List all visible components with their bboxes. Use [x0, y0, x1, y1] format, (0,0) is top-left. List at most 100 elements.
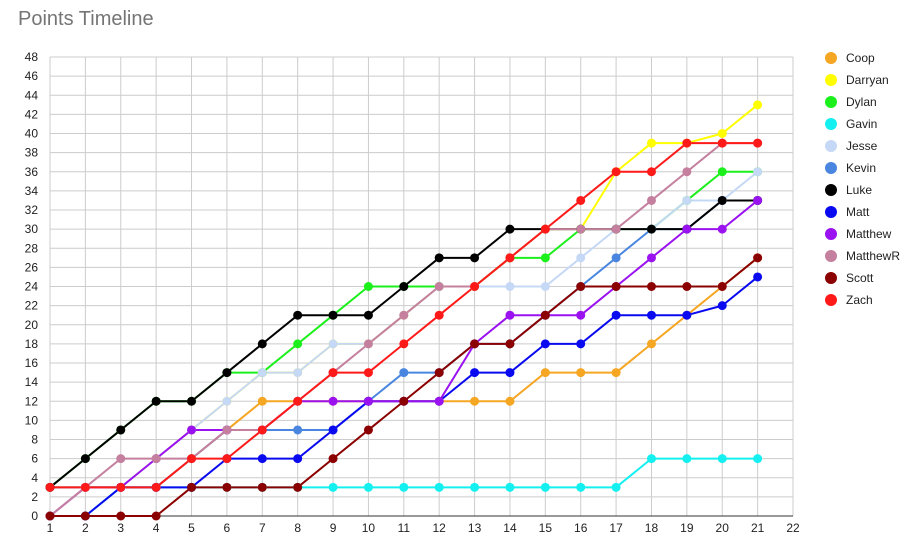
data-point-luke[interactable]: [505, 224, 515, 234]
data-point-zach[interactable]: [505, 253, 515, 263]
data-point-scott[interactable]: [753, 253, 763, 263]
data-point-zach[interactable]: [328, 368, 338, 378]
data-point-matthewr[interactable]: [151, 454, 161, 464]
data-point-scott[interactable]: [505, 339, 515, 349]
legend-label-gavin[interactable]: Gavin: [846, 117, 877, 131]
legend-label-matthew[interactable]: Matthew: [846, 227, 892, 241]
data-point-scott[interactable]: [293, 482, 303, 492]
legend-label-coop[interactable]: Coop: [846, 51, 875, 65]
data-point-gavin[interactable]: [682, 454, 692, 464]
data-point-matthewr[interactable]: [222, 425, 232, 435]
data-point-matthewr[interactable]: [363, 339, 373, 349]
data-point-jesse[interactable]: [540, 282, 550, 291]
data-point-luke[interactable]: [646, 224, 656, 234]
data-point-matt[interactable]: [717, 301, 727, 311]
data-point-dylan[interactable]: [293, 339, 303, 349]
data-point-coop[interactable]: [646, 339, 656, 349]
data-point-matt[interactable]: [505, 368, 515, 378]
data-point-zach[interactable]: [363, 368, 373, 378]
data-point-zach[interactable]: [80, 482, 90, 492]
legend-label-matt[interactable]: Matt: [846, 205, 870, 219]
data-point-scott[interactable]: [470, 339, 480, 349]
data-point-luke[interactable]: [116, 425, 126, 435]
data-point-zach[interactable]: [576, 195, 586, 205]
data-point-coop[interactable]: [576, 368, 586, 378]
data-point-jesse[interactable]: [505, 282, 515, 291]
data-point-zach[interactable]: [470, 282, 480, 291]
data-point-luke[interactable]: [151, 396, 161, 406]
data-point-coop[interactable]: [540, 368, 550, 378]
data-point-zach[interactable]: [434, 310, 444, 320]
data-point-jesse[interactable]: [328, 339, 338, 349]
data-point-gavin[interactable]: [328, 482, 338, 492]
data-point-darryan[interactable]: [717, 129, 727, 138]
data-point-matthew[interactable]: [717, 224, 727, 234]
data-point-luke[interactable]: [470, 253, 480, 263]
legend-label-matthewr[interactable]: MatthewR: [846, 249, 900, 263]
data-point-gavin[interactable]: [434, 482, 444, 492]
legend-marker-darryan[interactable]: [825, 74, 837, 86]
data-point-scott[interactable]: [611, 282, 621, 291]
data-point-zach[interactable]: [187, 454, 197, 464]
data-point-gavin[interactable]: [717, 454, 727, 464]
data-point-matt[interactable]: [611, 310, 621, 320]
data-point-zach[interactable]: [682, 138, 692, 148]
data-point-zach[interactable]: [646, 167, 656, 177]
data-point-matthew[interactable]: [505, 310, 515, 320]
data-point-scott[interactable]: [151, 511, 161, 521]
legend-label-dylan[interactable]: Dylan: [846, 95, 877, 109]
data-point-scott[interactable]: [80, 511, 90, 521]
legend-marker-dylan[interactable]: [825, 96, 837, 108]
data-point-matt[interactable]: [328, 425, 338, 435]
data-point-jesse[interactable]: [682, 195, 692, 205]
data-point-jesse[interactable]: [222, 396, 232, 406]
data-point-zach[interactable]: [293, 396, 303, 406]
data-point-gavin[interactable]: [470, 482, 480, 492]
data-point-kevin[interactable]: [399, 368, 409, 378]
data-point-zach[interactable]: [222, 454, 232, 464]
data-point-scott[interactable]: [187, 482, 197, 492]
data-point-gavin[interactable]: [399, 482, 409, 492]
data-point-matt[interactable]: [470, 368, 480, 378]
data-point-scott[interactable]: [576, 282, 586, 291]
legend-marker-matt[interactable]: [825, 206, 837, 218]
data-point-matthew[interactable]: [434, 396, 444, 406]
data-point-gavin[interactable]: [576, 482, 586, 492]
data-point-jesse[interactable]: [293, 368, 303, 378]
data-point-scott[interactable]: [682, 282, 692, 291]
data-point-zach[interactable]: [611, 167, 621, 177]
data-point-matthew[interactable]: [646, 253, 656, 263]
data-point-matthewr[interactable]: [116, 454, 126, 464]
data-point-coop[interactable]: [470, 396, 480, 406]
data-point-matt[interactable]: [682, 310, 692, 320]
legend-label-scott[interactable]: Scott: [846, 271, 874, 285]
legend-marker-kevin[interactable]: [825, 162, 837, 174]
data-point-luke[interactable]: [222, 368, 232, 378]
data-point-luke[interactable]: [399, 282, 409, 291]
data-point-luke[interactable]: [363, 310, 373, 320]
data-point-gavin[interactable]: [505, 482, 515, 492]
data-point-jesse[interactable]: [753, 167, 763, 177]
data-point-matthew[interactable]: [187, 425, 197, 435]
data-point-matthewr[interactable]: [434, 282, 444, 291]
data-point-scott[interactable]: [222, 482, 232, 492]
data-point-coop[interactable]: [257, 396, 267, 406]
data-point-luke[interactable]: [187, 396, 197, 406]
data-point-zach[interactable]: [753, 138, 763, 148]
data-point-matt[interactable]: [576, 339, 586, 349]
data-point-zach[interactable]: [540, 224, 550, 234]
data-point-zach[interactable]: [717, 138, 727, 148]
legend-marker-gavin[interactable]: [825, 118, 837, 130]
data-point-luke[interactable]: [293, 310, 303, 320]
data-point-gavin[interactable]: [540, 482, 550, 492]
data-point-zach[interactable]: [45, 482, 55, 492]
legend-marker-luke[interactable]: [825, 184, 837, 196]
data-point-darryan[interactable]: [646, 138, 656, 148]
data-point-matthewr[interactable]: [611, 224, 621, 234]
data-point-matthew[interactable]: [753, 195, 763, 205]
data-point-zach[interactable]: [399, 339, 409, 349]
legend-label-darryan[interactable]: Darryan: [846, 73, 889, 87]
data-point-dylan[interactable]: [717, 167, 727, 177]
data-point-coop[interactable]: [505, 396, 515, 406]
data-point-scott[interactable]: [717, 282, 727, 291]
